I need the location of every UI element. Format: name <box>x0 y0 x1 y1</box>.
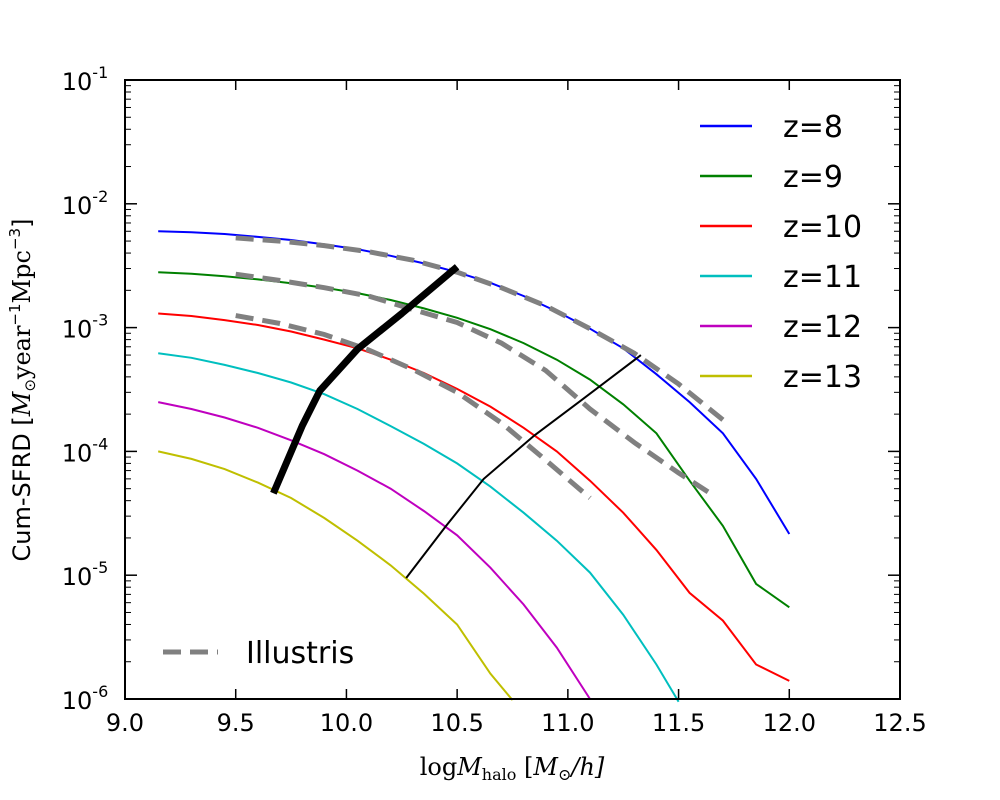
legend-label: z=13 <box>783 360 862 395</box>
y-tick-label: 10-4 <box>62 434 109 467</box>
series-layer <box>157 230 791 703</box>
y-tick-label: 10-1 <box>62 63 109 96</box>
series-line-6 <box>235 235 725 422</box>
x-tick-label: 11.5 <box>652 709 705 737</box>
legend-label: Illustris <box>246 636 354 671</box>
series-line-2 <box>158 312 790 682</box>
series-line-9 <box>270 264 460 495</box>
x-tick-label: 11.0 <box>541 709 594 737</box>
x-tick-label: 10.5 <box>430 709 483 737</box>
ticks-layer: 9.0 9.5 10.0 10.5 11.0 11.5 12.0 12.5 10-6 10-5 10… <box>62 63 927 737</box>
series-line-4 <box>157 401 591 700</box>
x-tick-label: 9.5 <box>217 709 255 737</box>
series-line-10 <box>405 354 642 579</box>
x-axis-label: logMhalo [M⊙/h] <box>420 753 605 784</box>
x-tick-label: 10.0 <box>320 709 373 737</box>
legend-label: z=9 <box>783 160 843 195</box>
y-tick-label: 10-5 <box>62 558 109 591</box>
y-axis-label: Cum-SFRD [M⊙year−1Mpc−3] <box>6 219 39 562</box>
x-tick-label: 12.5 <box>873 709 926 737</box>
series-line-7 <box>235 271 714 497</box>
legend-label: z=8 <box>783 110 843 145</box>
y-tick-label: 10-3 <box>62 311 109 344</box>
y-tick-label: 10-2 <box>62 187 109 220</box>
legend-label: z=11 <box>783 260 862 295</box>
legend: z=8 z=9 z=10 z=11 z=12 z=13 <box>700 110 862 395</box>
plot-background <box>125 80 900 699</box>
series-line-3 <box>158 352 680 703</box>
series-line-8 <box>235 313 592 500</box>
legend-label: z=12 <box>783 310 862 345</box>
legend-illustris: Illustris <box>163 636 354 671</box>
legend-label: z=10 <box>783 210 862 245</box>
y-tick-label: 10-6 <box>62 682 109 715</box>
plot-frame <box>124 79 901 700</box>
x-tick-label: 9.0 <box>106 709 144 737</box>
series-line-5 <box>157 450 514 701</box>
x-tick-label: 12.0 <box>763 709 816 737</box>
